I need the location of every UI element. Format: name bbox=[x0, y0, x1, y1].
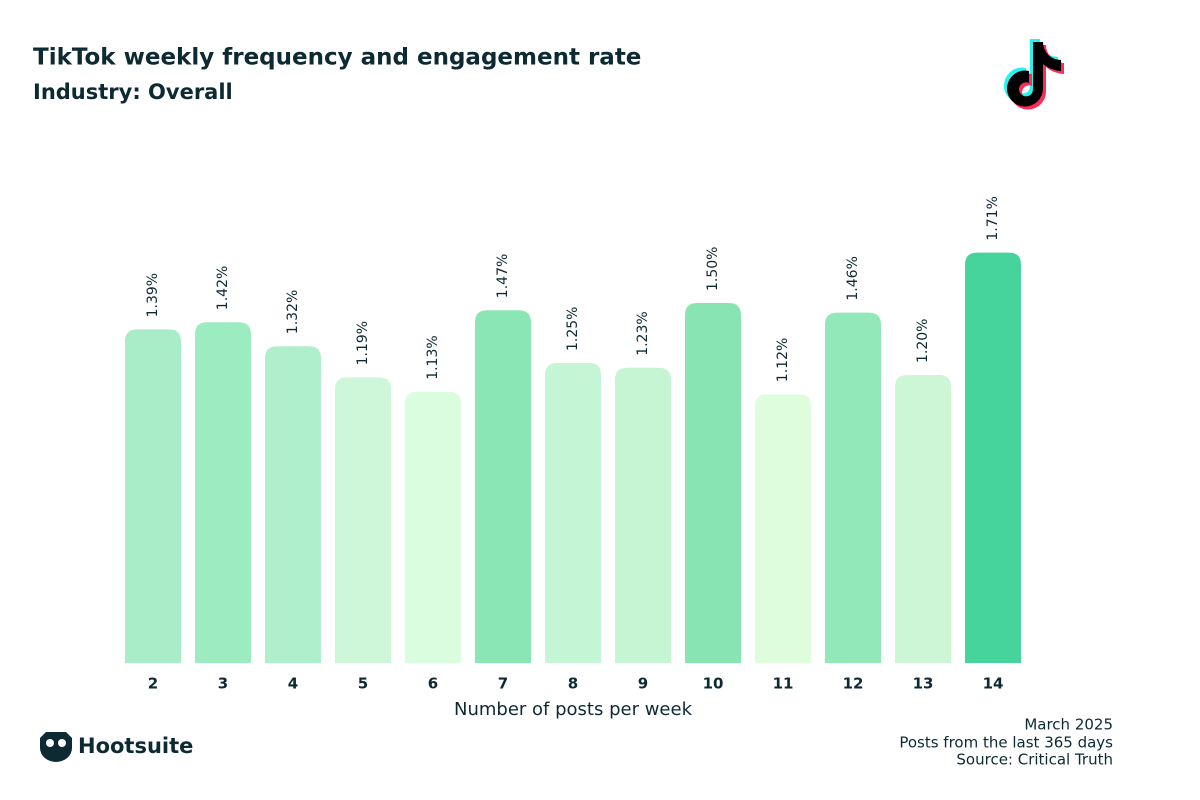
value-label: 1.19% bbox=[355, 321, 371, 365]
value-label: 1.42% bbox=[215, 266, 231, 310]
x-tick-label: 14 bbox=[983, 675, 1004, 693]
x-axis-title: Number of posts per week bbox=[454, 699, 693, 720]
bar bbox=[545, 363, 601, 663]
tiktok-logo bbox=[1004, 39, 1064, 110]
x-tick-label: 10 bbox=[703, 675, 724, 693]
bar bbox=[615, 367, 671, 663]
chart-title: TikTok weekly frequency and engagement r… bbox=[33, 45, 641, 71]
x-tick-label: 6 bbox=[428, 675, 438, 693]
chart-subtitle: Industry: Overall bbox=[33, 80, 233, 104]
footnote: Source: Critical Truth bbox=[956, 751, 1113, 769]
x-tick-label: 7 bbox=[498, 675, 508, 693]
x-tick-label: 3 bbox=[218, 675, 228, 693]
value-label: 1.39% bbox=[145, 273, 161, 317]
x-tick-label: 4 bbox=[288, 675, 298, 693]
hootsuite-logo: Hootsuite bbox=[40, 732, 193, 762]
x-tick-label: 12 bbox=[843, 675, 864, 693]
bar bbox=[405, 391, 461, 663]
x-tick-label: 2 bbox=[148, 675, 158, 693]
value-label: 1.32% bbox=[285, 290, 301, 334]
value-label: 1.20% bbox=[915, 319, 931, 363]
value-label: 1.13% bbox=[425, 335, 441, 379]
bar bbox=[965, 252, 1021, 663]
value-label: 1.47% bbox=[495, 254, 511, 298]
value-label: 1.50% bbox=[705, 247, 721, 291]
bar bbox=[895, 375, 951, 663]
x-tick-label: 11 bbox=[773, 675, 794, 693]
bar bbox=[475, 310, 531, 663]
x-tick-label: 9 bbox=[638, 675, 648, 693]
x-tick-label: 8 bbox=[568, 675, 578, 693]
value-label: 1.46% bbox=[845, 256, 861, 300]
value-label: 1.12% bbox=[775, 338, 791, 382]
bar bbox=[195, 322, 251, 663]
bar bbox=[125, 329, 181, 663]
bar bbox=[265, 346, 321, 663]
bar bbox=[335, 377, 391, 663]
x-tick-label: 5 bbox=[358, 675, 368, 693]
bar bbox=[825, 312, 881, 663]
footnote: Posts from the last 365 days bbox=[899, 734, 1113, 752]
value-label: 1.71% bbox=[985, 196, 1001, 240]
x-tick-label: 13 bbox=[913, 675, 934, 693]
bar bbox=[755, 394, 811, 663]
brand-name: Hootsuite bbox=[78, 734, 193, 758]
bar bbox=[685, 303, 741, 663]
footnote: March 2025 bbox=[1024, 716, 1113, 734]
value-label: 1.25% bbox=[565, 307, 581, 351]
value-label: 1.23% bbox=[635, 311, 651, 355]
